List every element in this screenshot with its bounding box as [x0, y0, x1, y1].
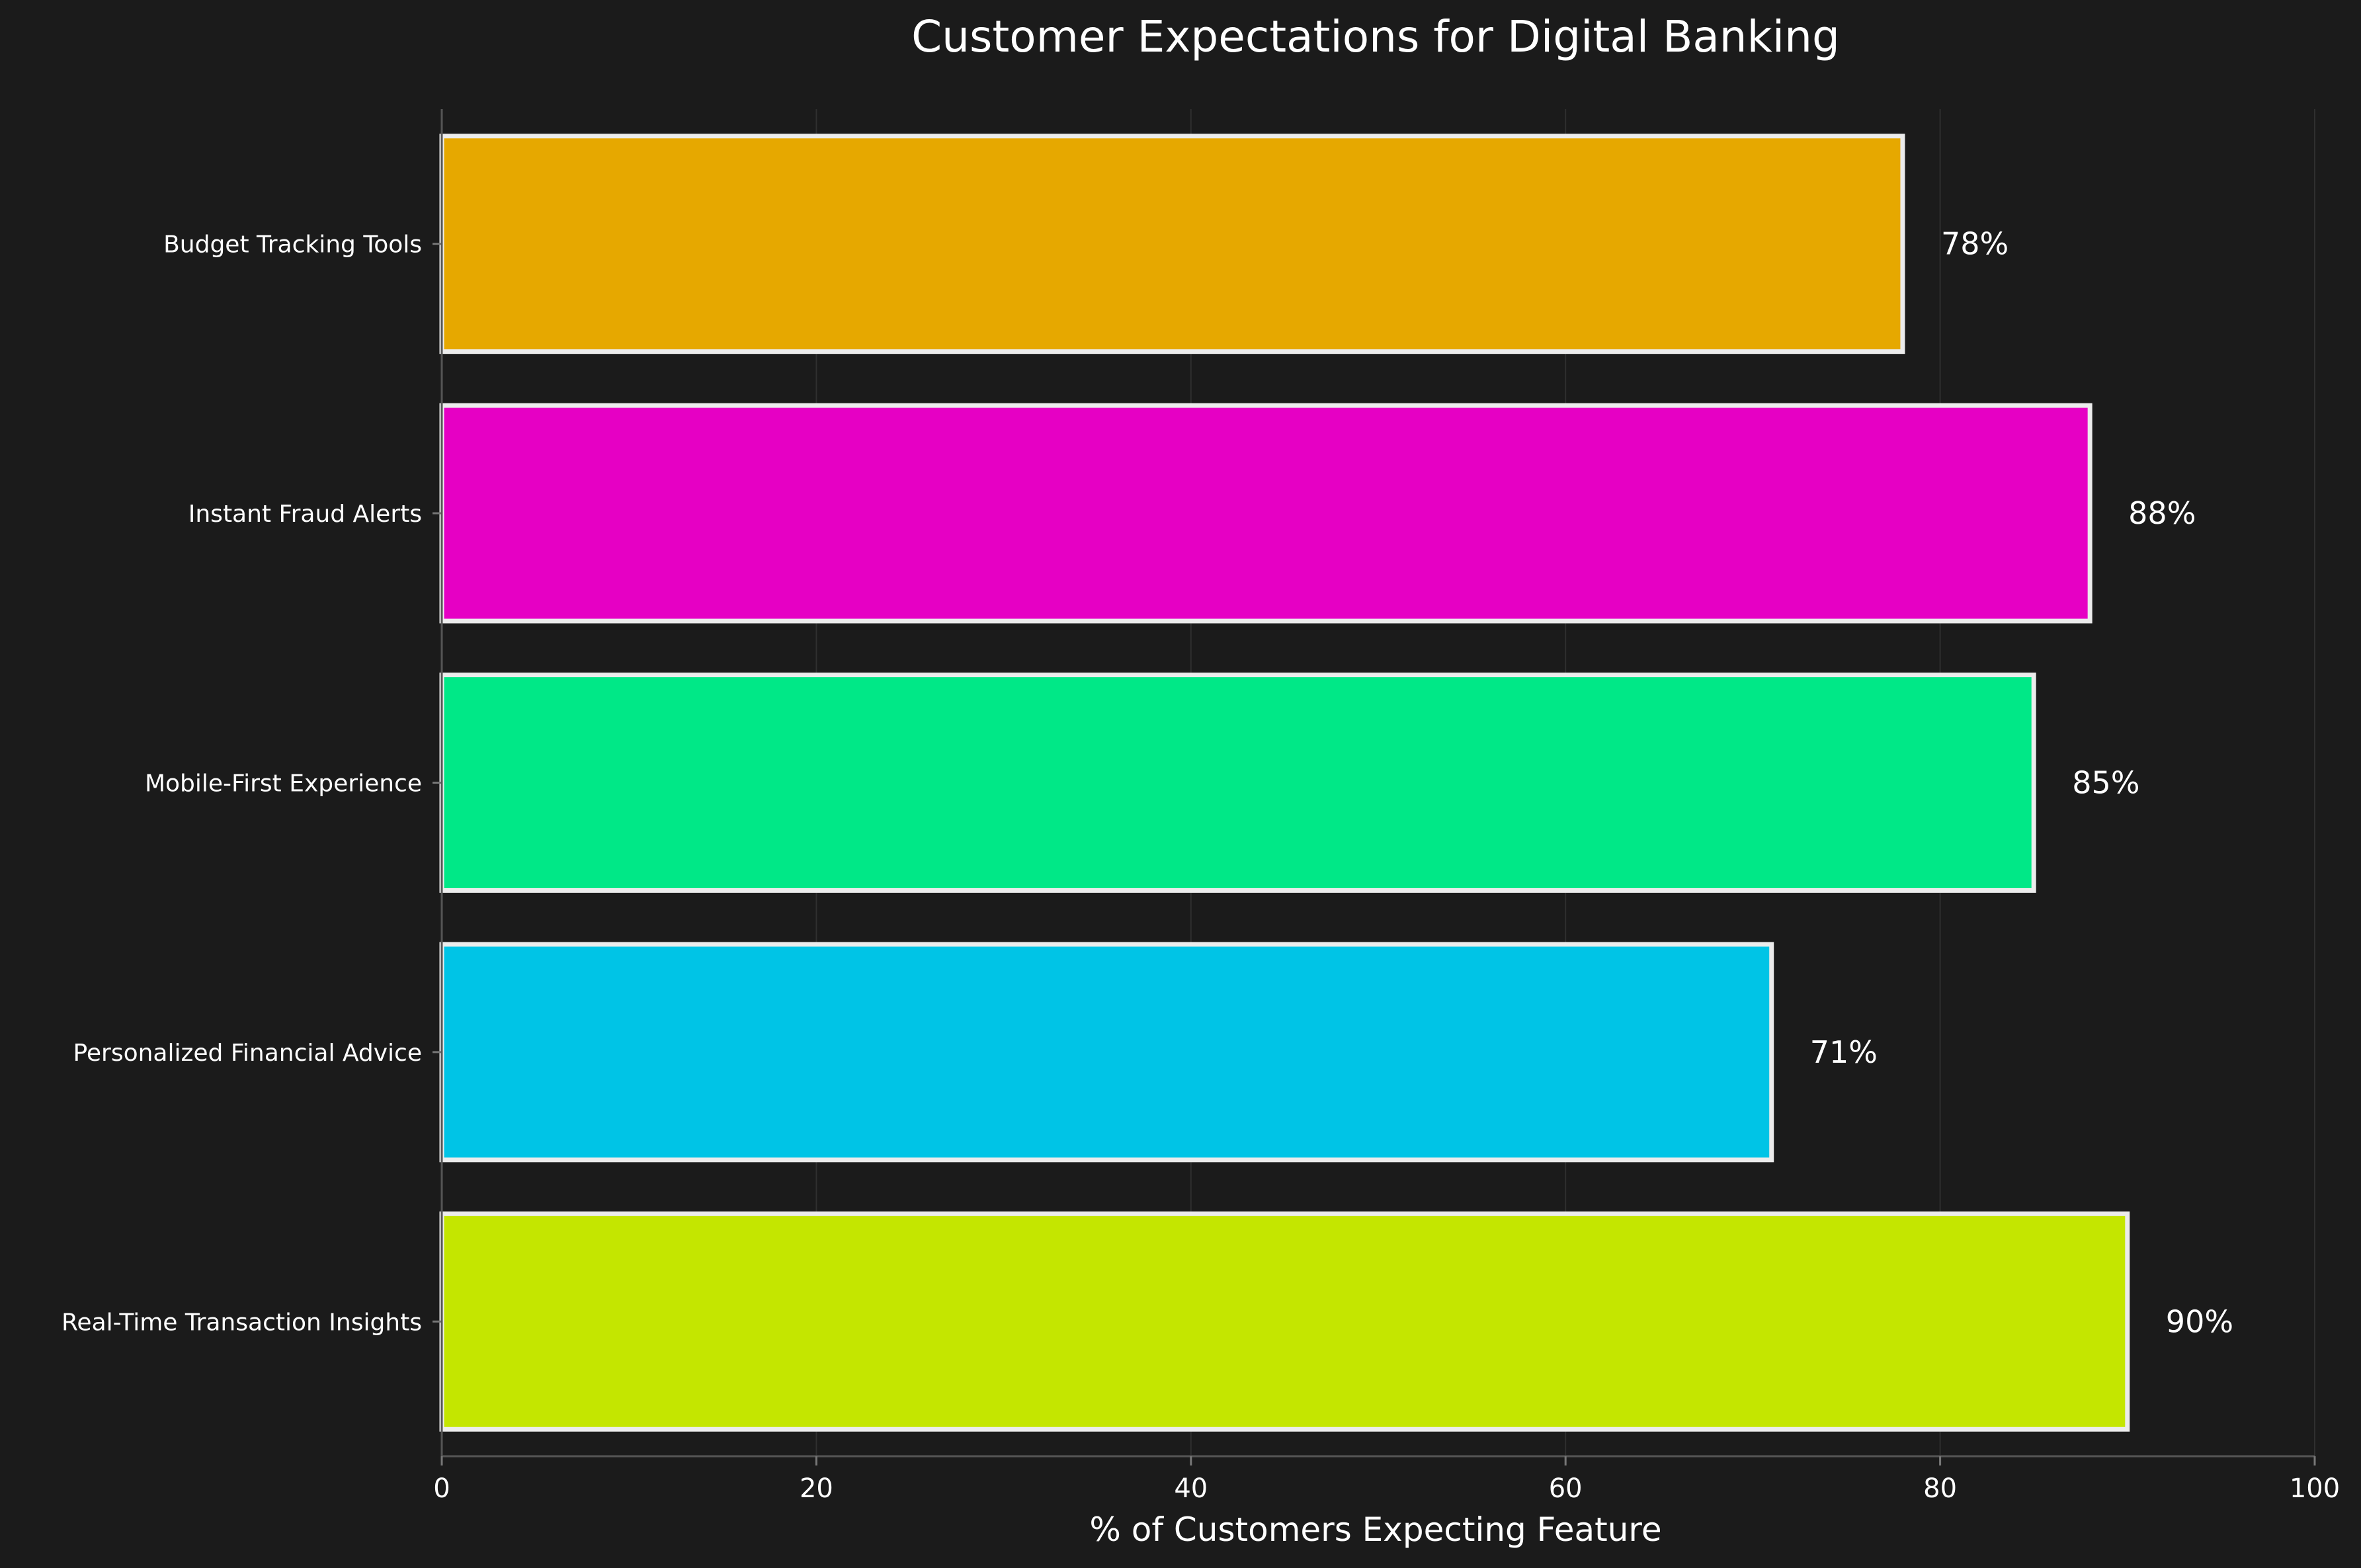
bar [442, 136, 1903, 352]
y-tick-label: Mobile-First Experience [145, 770, 422, 798]
bar-value-label: 71% [1810, 1034, 1878, 1070]
bar [442, 1214, 2128, 1429]
bar-value-label: 90% [2166, 1303, 2233, 1339]
bar [442, 675, 2034, 891]
y-tick-label: Budget Tracking Tools [163, 231, 422, 259]
y-tick-label: Real-Time Transaction Insights [62, 1309, 422, 1336]
bar-value-label: 88% [2128, 495, 2196, 531]
y-tick-label: Personalized Financial Advice [73, 1040, 422, 1067]
y-tick-label: Instant Fraud Alerts [188, 501, 422, 528]
x-tick-label: 0 [433, 1473, 450, 1504]
x-tick-label: 80 [1923, 1473, 1957, 1504]
chart-title: Customer Expectations for Digital Bankin… [911, 11, 1840, 62]
bar-value-label: 85% [2072, 765, 2139, 801]
x-axis-label: % of Customers Expecting Feature [1089, 1510, 1661, 1549]
bar-value-label: 78% [1941, 226, 2009, 262]
bar [442, 405, 2090, 621]
bar [442, 944, 1772, 1160]
x-tick-label: 100 [2290, 1473, 2340, 1504]
x-tick-label: 20 [800, 1473, 833, 1504]
x-tick-label: 60 [1549, 1473, 1583, 1504]
x-tick-label: 40 [1174, 1473, 1208, 1504]
